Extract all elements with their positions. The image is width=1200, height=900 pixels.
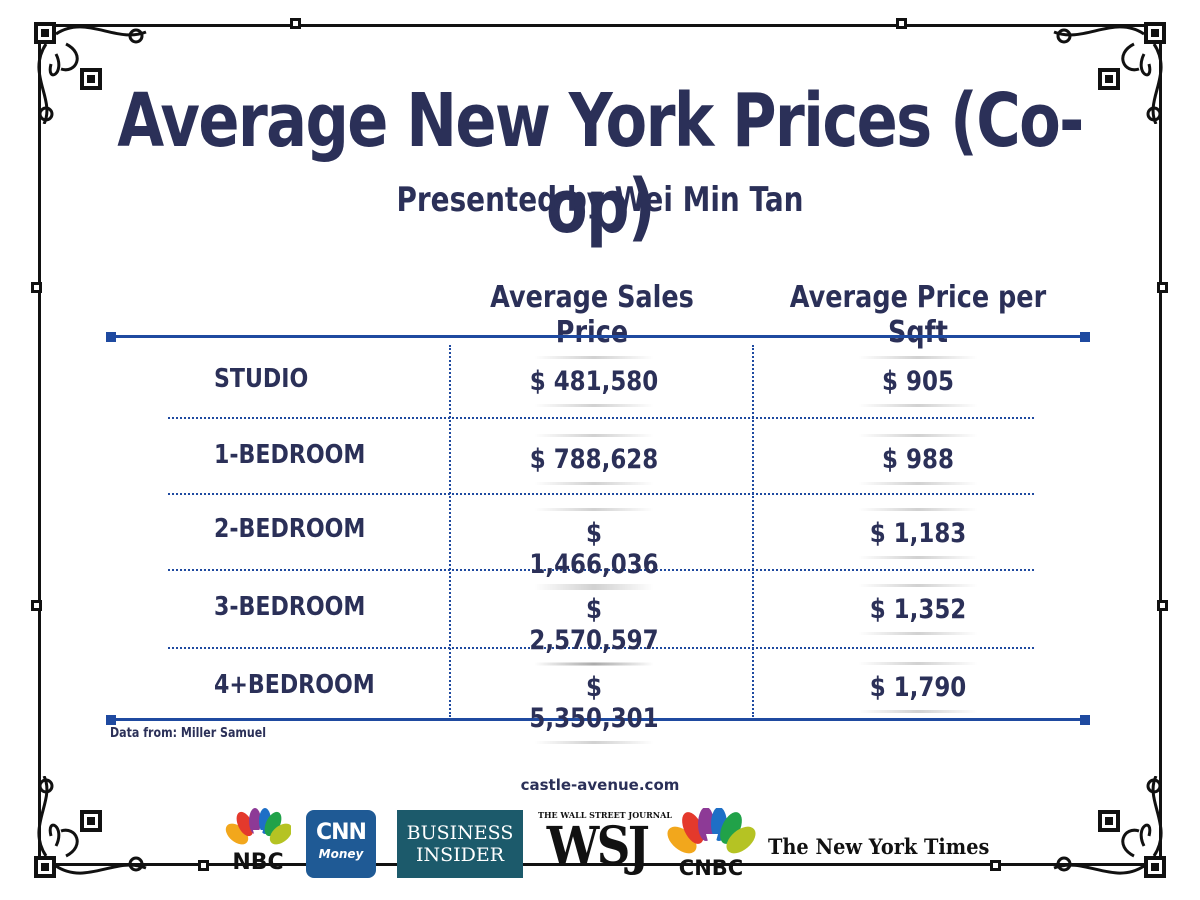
- table-top-rule: [110, 335, 1086, 338]
- wsj-masthead-text: THE WALL STREET JOURNAL: [538, 810, 672, 820]
- corner-ornament-icon: [34, 776, 147, 878]
- business-logo-text: BUSINESS: [406, 822, 514, 844]
- insider-logo-text: INSIDER: [415, 844, 505, 866]
- rule-end-marker: [106, 332, 116, 342]
- business-insider-logo: BUSINESS INSIDER: [397, 810, 523, 878]
- rule-end-marker: [106, 715, 116, 725]
- table-bottom-rule: [110, 718, 1086, 721]
- row-label-2-bedroom: 2-BEDROOM: [214, 514, 366, 544]
- cnbc-logo: CNBC: [666, 808, 756, 880]
- row-label-studio: STUDIO: [214, 364, 309, 394]
- rule-end-marker: [1080, 332, 1090, 342]
- frame-knob: [31, 600, 42, 611]
- wsj-logo: THE WALL STREET JOURNAL WSJ: [538, 808, 672, 878]
- frame-knob: [290, 18, 301, 29]
- money-logo-text: Money: [318, 847, 364, 861]
- nbc-logo: NBC: [225, 808, 291, 878]
- row-divider: [168, 647, 1034, 649]
- page-subtitle: Presented by Wei Min Tan: [396, 180, 804, 220]
- frame-knob: [198, 860, 209, 871]
- column-header-sales-price: Average Sales Price: [490, 280, 694, 350]
- cell-price-per-sqft: $ 1,183: [842, 508, 995, 559]
- cell-sales-price: $ 1,466,036: [518, 508, 671, 590]
- frame-knob: [1157, 282, 1168, 293]
- cell-sales-price: $ 788,628: [518, 434, 671, 485]
- corner-ornament-icon: [1053, 22, 1166, 124]
- frame-knob: [31, 282, 42, 293]
- corner-ornament-icon: [34, 22, 147, 124]
- cell-sales-price: $ 5,350,301: [518, 662, 671, 744]
- cell-sales-price: $ 2,570,597: [518, 584, 671, 666]
- nbc-logo-text: NBC: [232, 850, 284, 875]
- cnbc-peacock-icon: [667, 808, 756, 856]
- website-link[interactable]: castle-avenue.com: [520, 776, 680, 794]
- rule-end-marker: [1080, 715, 1090, 725]
- row-divider: [168, 569, 1034, 571]
- row-label-1-bedroom: 1-BEDROOM: [214, 440, 366, 470]
- frame-knob: [896, 18, 907, 29]
- cell-sales-price: $ 481,580: [518, 356, 671, 407]
- row-label-3-bedroom: 3-BEDROOM: [214, 592, 366, 622]
- page-title: Average New York Prices (Co-op): [117, 78, 1084, 250]
- column-divider: [449, 345, 451, 717]
- cnn-money-logo: CNN Money: [306, 810, 376, 878]
- row-label-4-plus-bedroom: 4+BEDROOM: [214, 670, 375, 700]
- cell-price-per-sqft: $ 1,790: [842, 662, 995, 713]
- corner-ornament-icon: [1053, 776, 1166, 878]
- data-source-note: Data from: Miller Samuel: [110, 726, 267, 741]
- wsj-logo-text: WSJ: [546, 816, 650, 877]
- cell-price-per-sqft: $ 1,352: [842, 584, 995, 635]
- frame-knob: [1157, 600, 1168, 611]
- column-header-price-per-sqft: Average Price per Sqft: [789, 280, 1047, 350]
- cell-price-per-sqft: $ 905: [842, 356, 995, 407]
- cnn-logo-text: CNN: [316, 820, 367, 845]
- cell-price-per-sqft: $ 988: [842, 434, 995, 485]
- cnbc-logo-text: CNBC: [678, 856, 744, 880]
- ornamental-frame: [38, 24, 1162, 866]
- frame-knob: [990, 860, 1001, 871]
- row-divider: [168, 417, 1034, 419]
- nyt-logo-text: The New York Times: [768, 834, 990, 859]
- column-divider: [752, 345, 754, 717]
- row-divider: [168, 493, 1034, 495]
- nbc-peacock-icon: [225, 808, 291, 848]
- nyt-logo: The New York Times: [768, 834, 990, 864]
